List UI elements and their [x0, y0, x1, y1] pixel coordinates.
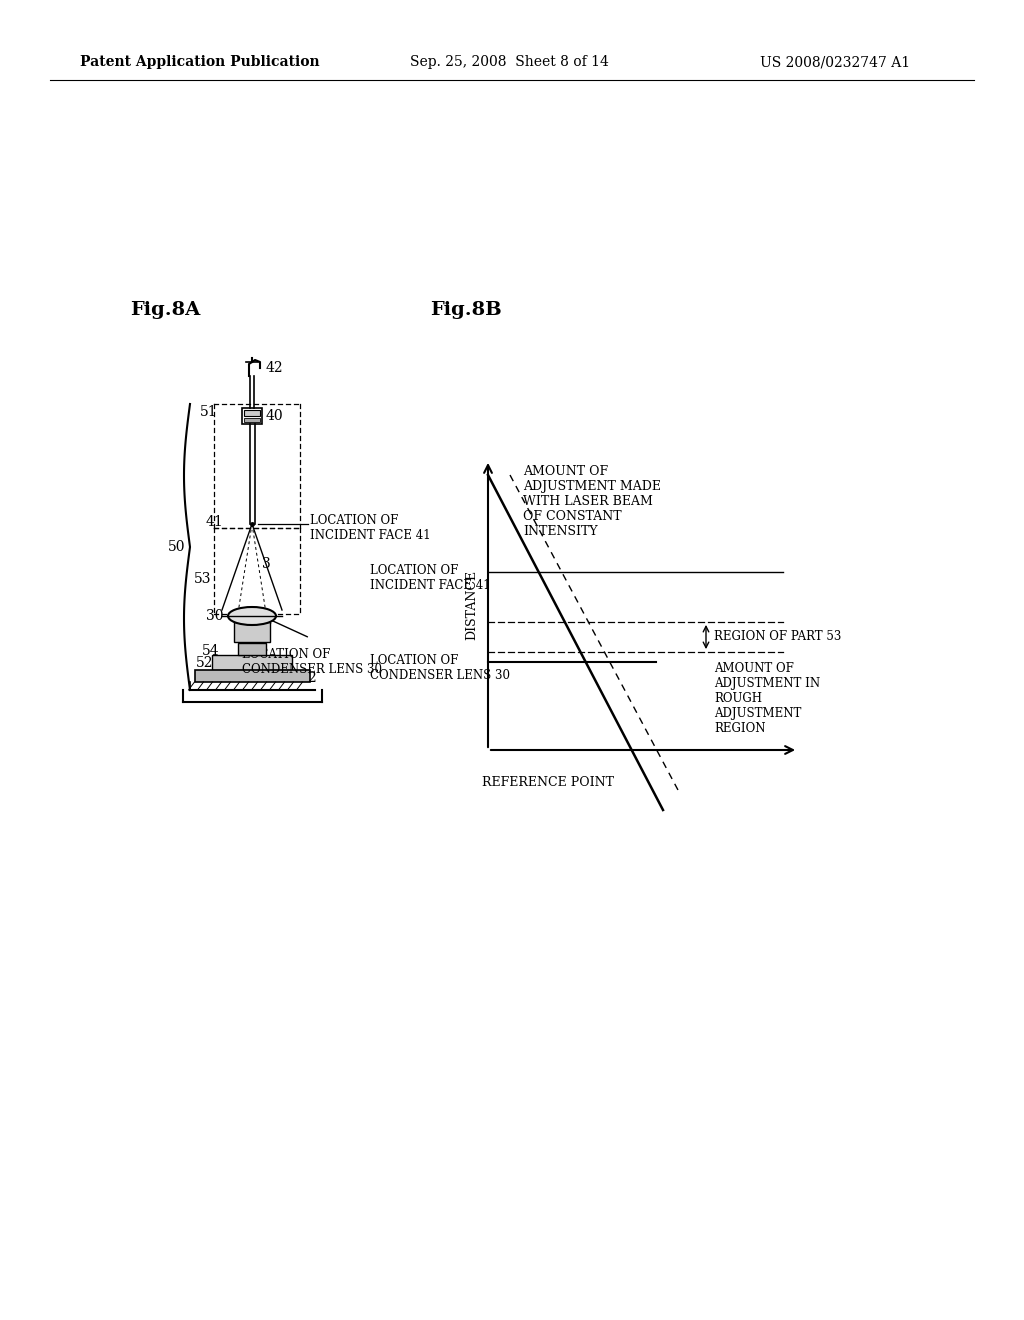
Text: Sep. 25, 2008  Sheet 8 of 14: Sep. 25, 2008 Sheet 8 of 14 — [410, 55, 609, 69]
Text: LOCATION OF
CONDENSER LENS 30: LOCATION OF CONDENSER LENS 30 — [370, 653, 510, 682]
Text: 52: 52 — [196, 656, 213, 671]
Bar — [244, 411, 260, 416]
Text: 41: 41 — [206, 515, 224, 529]
Text: 3: 3 — [262, 557, 270, 572]
Text: 2: 2 — [307, 671, 315, 685]
Text: 30: 30 — [206, 609, 223, 623]
Text: DISTANCE: DISTANCE — [466, 570, 478, 640]
Text: LOCATION OF
INCIDENT FACE 41: LOCATION OF INCIDENT FACE 41 — [370, 564, 490, 591]
Bar — [242, 408, 262, 424]
Text: Fig.8A: Fig.8A — [130, 301, 201, 319]
Text: REFERENCE POINT: REFERENCE POINT — [482, 776, 614, 788]
Text: AMOUNT OF
ADJUSTMENT IN
ROUGH
ADJUSTMENT
REGION: AMOUNT OF ADJUSTMENT IN ROUGH ADJUSTMENT… — [714, 663, 820, 735]
Text: US 2008/0232747 A1: US 2008/0232747 A1 — [760, 55, 910, 69]
Ellipse shape — [228, 607, 276, 624]
Text: Patent Application Publication: Patent Application Publication — [80, 55, 319, 69]
Bar — [212, 655, 292, 671]
Text: 54: 54 — [202, 644, 219, 657]
Bar — [238, 643, 266, 655]
Text: 53: 53 — [194, 572, 212, 586]
Text: Fig.8B: Fig.8B — [430, 301, 502, 319]
Text: 51: 51 — [200, 405, 218, 418]
Text: 50: 50 — [168, 540, 185, 554]
Text: REGION OF PART 53: REGION OF PART 53 — [714, 631, 842, 644]
Bar — [195, 671, 309, 682]
Text: 42: 42 — [266, 360, 284, 375]
Text: LOCATION OF
INCIDENT FACE 41: LOCATION OF INCIDENT FACE 41 — [310, 513, 431, 543]
Bar — [234, 622, 270, 642]
Text: AMOUNT OF
ADJUSTMENT MADE
WITH LASER BEAM
OF CONSTANT
INTENSITY: AMOUNT OF ADJUSTMENT MADE WITH LASER BEA… — [523, 465, 662, 539]
Text: LOCATION OF
CONDENSER LENS 30: LOCATION OF CONDENSER LENS 30 — [242, 648, 382, 676]
Bar — [244, 418, 260, 422]
Text: 40: 40 — [266, 409, 284, 422]
